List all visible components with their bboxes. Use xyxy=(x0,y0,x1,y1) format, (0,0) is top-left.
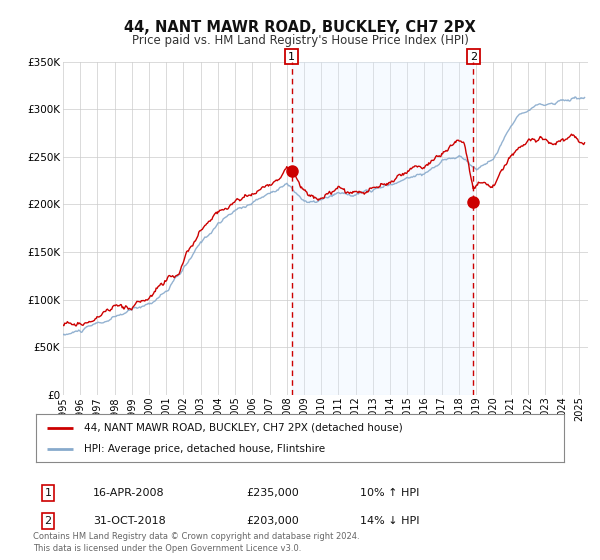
Text: 2: 2 xyxy=(470,52,477,62)
Text: £235,000: £235,000 xyxy=(246,488,299,498)
Text: Price paid vs. HM Land Registry's House Price Index (HPI): Price paid vs. HM Land Registry's House … xyxy=(131,34,469,46)
Text: 14% ↓ HPI: 14% ↓ HPI xyxy=(360,516,419,526)
Text: 16-APR-2008: 16-APR-2008 xyxy=(93,488,164,498)
Text: HPI: Average price, detached house, Flintshire: HPI: Average price, detached house, Flin… xyxy=(83,444,325,454)
Bar xyxy=(292,62,473,395)
Text: 44, NANT MAWR ROAD, BUCKLEY, CH7 2PX (detached house): 44, NANT MAWR ROAD, BUCKLEY, CH7 2PX (de… xyxy=(83,423,402,433)
Text: 44, NANT MAWR ROAD, BUCKLEY, CH7 2PX: 44, NANT MAWR ROAD, BUCKLEY, CH7 2PX xyxy=(124,20,476,35)
Text: 31-OCT-2018: 31-OCT-2018 xyxy=(93,516,166,526)
Text: £203,000: £203,000 xyxy=(246,516,299,526)
Text: Contains HM Land Registry data © Crown copyright and database right 2024.
This d: Contains HM Land Registry data © Crown c… xyxy=(33,533,359,553)
Text: 1: 1 xyxy=(44,488,52,498)
Text: 2: 2 xyxy=(44,516,52,526)
Text: 1: 1 xyxy=(288,52,295,62)
Text: 10% ↑ HPI: 10% ↑ HPI xyxy=(360,488,419,498)
